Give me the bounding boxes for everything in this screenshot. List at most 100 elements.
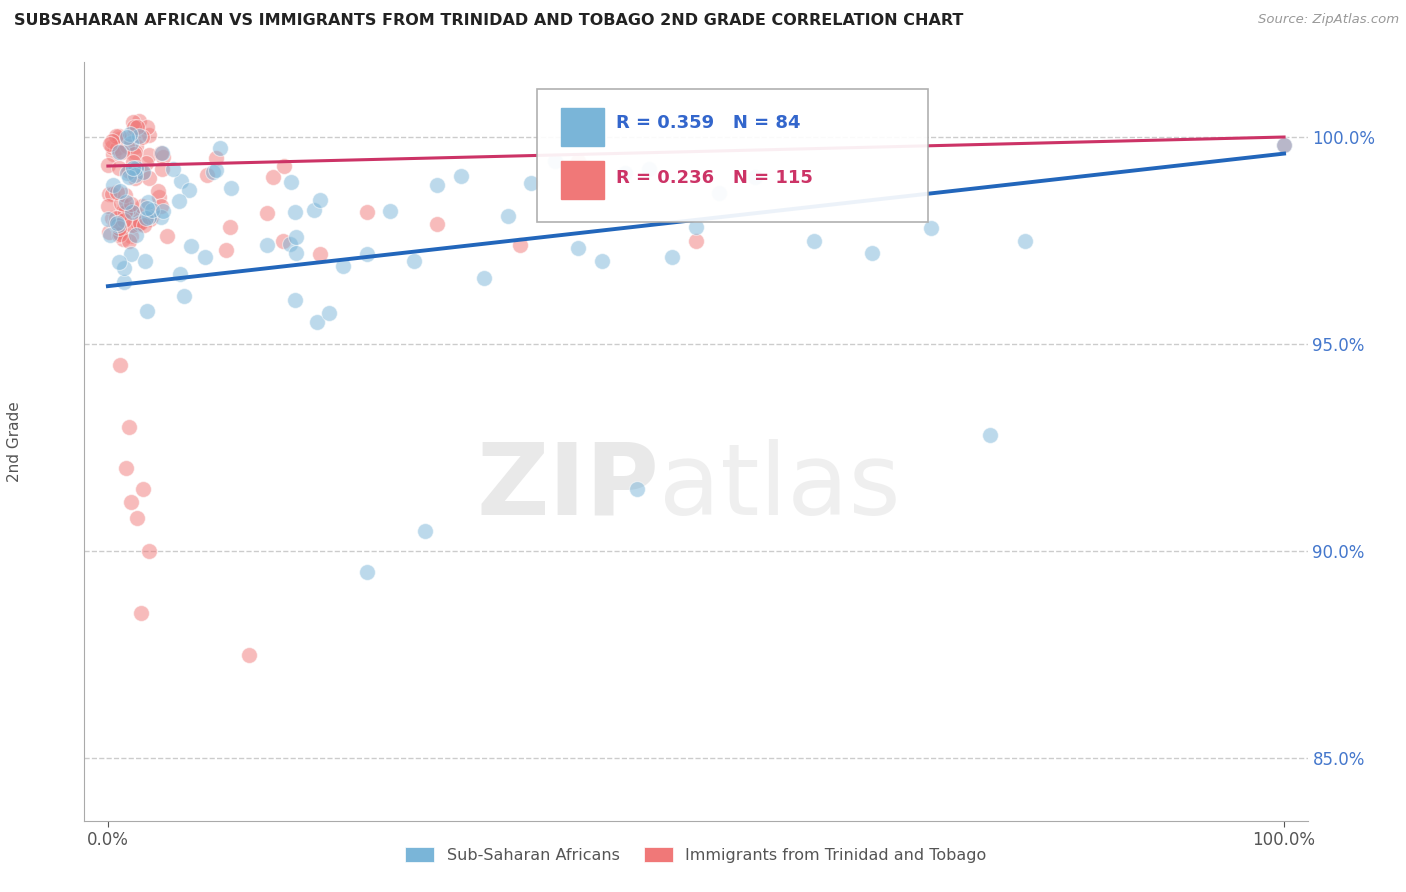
Point xyxy=(567,154,589,169)
Point xyxy=(135,156,157,170)
Point xyxy=(152,151,174,165)
Point xyxy=(128,216,150,230)
Point xyxy=(173,289,195,303)
Point xyxy=(125,120,148,134)
Point xyxy=(271,234,294,248)
Point xyxy=(114,461,136,475)
Point xyxy=(167,194,190,208)
Point xyxy=(318,306,340,320)
Point xyxy=(108,225,131,239)
Point xyxy=(567,241,589,255)
Point xyxy=(520,176,543,190)
Point xyxy=(124,145,146,160)
Point xyxy=(107,161,129,176)
Point xyxy=(131,130,153,145)
Point xyxy=(118,164,141,178)
Point xyxy=(177,183,200,197)
Point xyxy=(118,234,141,248)
Point xyxy=(112,212,135,227)
Point xyxy=(127,511,149,525)
Point xyxy=(380,203,402,218)
Point xyxy=(105,140,128,154)
Point xyxy=(496,209,519,223)
Point xyxy=(118,130,141,145)
Point xyxy=(108,228,131,243)
Point xyxy=(112,213,135,227)
Point xyxy=(131,199,153,213)
Point xyxy=(101,187,124,202)
Point xyxy=(122,204,145,219)
Y-axis label: 2nd Grade: 2nd Grade xyxy=(7,401,22,482)
Point xyxy=(509,237,531,252)
Point xyxy=(332,259,354,273)
Point xyxy=(128,114,150,128)
Point xyxy=(356,565,378,579)
Point xyxy=(125,161,148,176)
Point xyxy=(208,141,231,155)
Point xyxy=(100,140,122,154)
Point xyxy=(132,218,155,232)
Point xyxy=(101,134,124,148)
Point xyxy=(626,482,648,496)
Point xyxy=(108,221,131,235)
Point xyxy=(108,132,131,146)
Point xyxy=(108,358,131,372)
Point xyxy=(709,186,731,200)
Point xyxy=(135,303,157,318)
Point xyxy=(98,136,121,151)
Point xyxy=(97,211,120,226)
Point xyxy=(135,120,157,135)
Point xyxy=(426,178,449,192)
Point xyxy=(1272,138,1295,153)
Point xyxy=(101,178,124,192)
Point xyxy=(860,246,883,260)
Point xyxy=(105,211,128,226)
Point xyxy=(148,190,170,204)
Point xyxy=(591,254,613,268)
Point xyxy=(108,255,131,269)
Point xyxy=(131,166,153,180)
Point xyxy=(979,428,1001,442)
Point xyxy=(129,607,152,621)
Point xyxy=(308,193,330,207)
Point xyxy=(120,127,142,141)
Point xyxy=(150,161,173,176)
Point xyxy=(302,203,325,218)
Point xyxy=(115,166,138,180)
Point xyxy=(114,199,136,213)
Text: ZIP: ZIP xyxy=(477,439,659,535)
Point xyxy=(1014,234,1036,248)
Point xyxy=(280,175,302,189)
Point xyxy=(356,247,378,261)
Point xyxy=(136,201,159,215)
Point xyxy=(127,217,149,231)
Point xyxy=(111,232,134,246)
Point xyxy=(150,146,173,161)
Point xyxy=(121,136,143,150)
Point xyxy=(120,247,142,261)
Point xyxy=(685,234,707,248)
Point xyxy=(136,194,159,209)
Point xyxy=(118,170,141,185)
Point xyxy=(107,129,129,144)
Point xyxy=(115,130,138,145)
Point xyxy=(97,225,120,239)
Point xyxy=(150,198,173,212)
Point xyxy=(115,194,138,209)
Point xyxy=(138,128,160,143)
Text: atlas: atlas xyxy=(659,439,901,535)
Bar xyxy=(561,108,605,145)
Point xyxy=(120,197,142,211)
Point xyxy=(120,494,142,508)
Point xyxy=(114,187,136,202)
Point xyxy=(97,199,120,213)
Point xyxy=(121,115,143,129)
Point xyxy=(108,227,131,241)
Point xyxy=(117,139,139,153)
Point xyxy=(803,234,825,248)
Point xyxy=(356,205,378,219)
Point xyxy=(150,211,173,225)
Point xyxy=(285,230,308,244)
Point xyxy=(202,165,225,179)
Point xyxy=(124,170,146,185)
